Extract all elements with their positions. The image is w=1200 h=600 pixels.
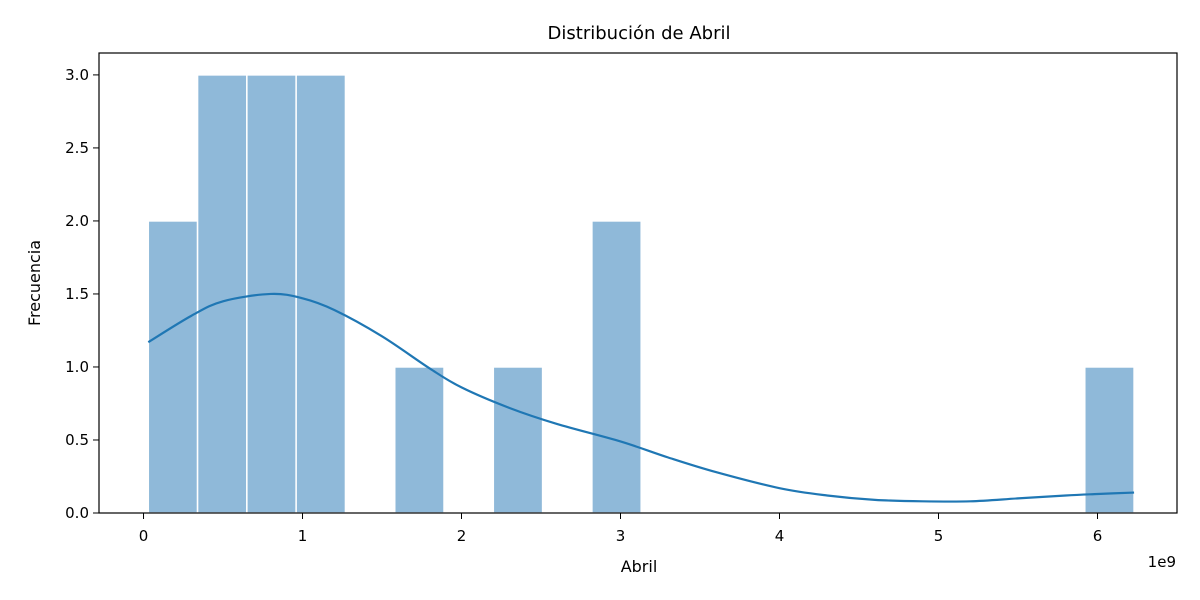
y-tick-label: 2.0 [65, 212, 89, 230]
kde-curve [147, 292, 1135, 503]
histogram-bar-1 [196, 74, 248, 514]
histogram-bar-7 [492, 366, 544, 514]
chart-title: Distribución de Abril [548, 23, 731, 44]
histogram-bar-19 [1084, 366, 1135, 514]
x-tick-label: 0 [139, 527, 149, 545]
x-axis-ticks: 0 1 2 3 4 5 6 [139, 513, 1103, 545]
histogram-bar-5 [393, 366, 445, 514]
x-tick-label: 3 [616, 527, 626, 545]
y-axis-label: Frecuencia [25, 240, 44, 326]
y-tick-label: 1.0 [65, 358, 89, 376]
x-axis-label: Abril [621, 557, 658, 576]
y-tick-label: 1.5 [65, 285, 89, 303]
y-tick-label: 0.5 [65, 431, 89, 449]
x-tick-label: 2 [457, 527, 467, 545]
y-tick-label: 0.0 [65, 504, 89, 522]
x-tick-label: 1 [298, 527, 308, 545]
kde-group [147, 292, 1135, 503]
y-axis-ticks: 0.0 0.5 1.0 1.5 2.0 2.5 3.0 [65, 66, 99, 522]
x-tick-label: 4 [775, 527, 785, 545]
histogram-bar-9 [591, 220, 642, 514]
x-tick-label: 6 [1093, 527, 1103, 545]
y-tick-label: 3.0 [65, 66, 89, 84]
histogram-bar-3 [295, 74, 347, 514]
x-tick-label: 5 [934, 527, 944, 545]
histogram-bar-0 [147, 220, 199, 514]
x-axis-offset-label: 1e9 [1148, 553, 1176, 571]
plot-frame [98, 52, 1178, 514]
y-tick-label: 2.5 [65, 139, 89, 157]
